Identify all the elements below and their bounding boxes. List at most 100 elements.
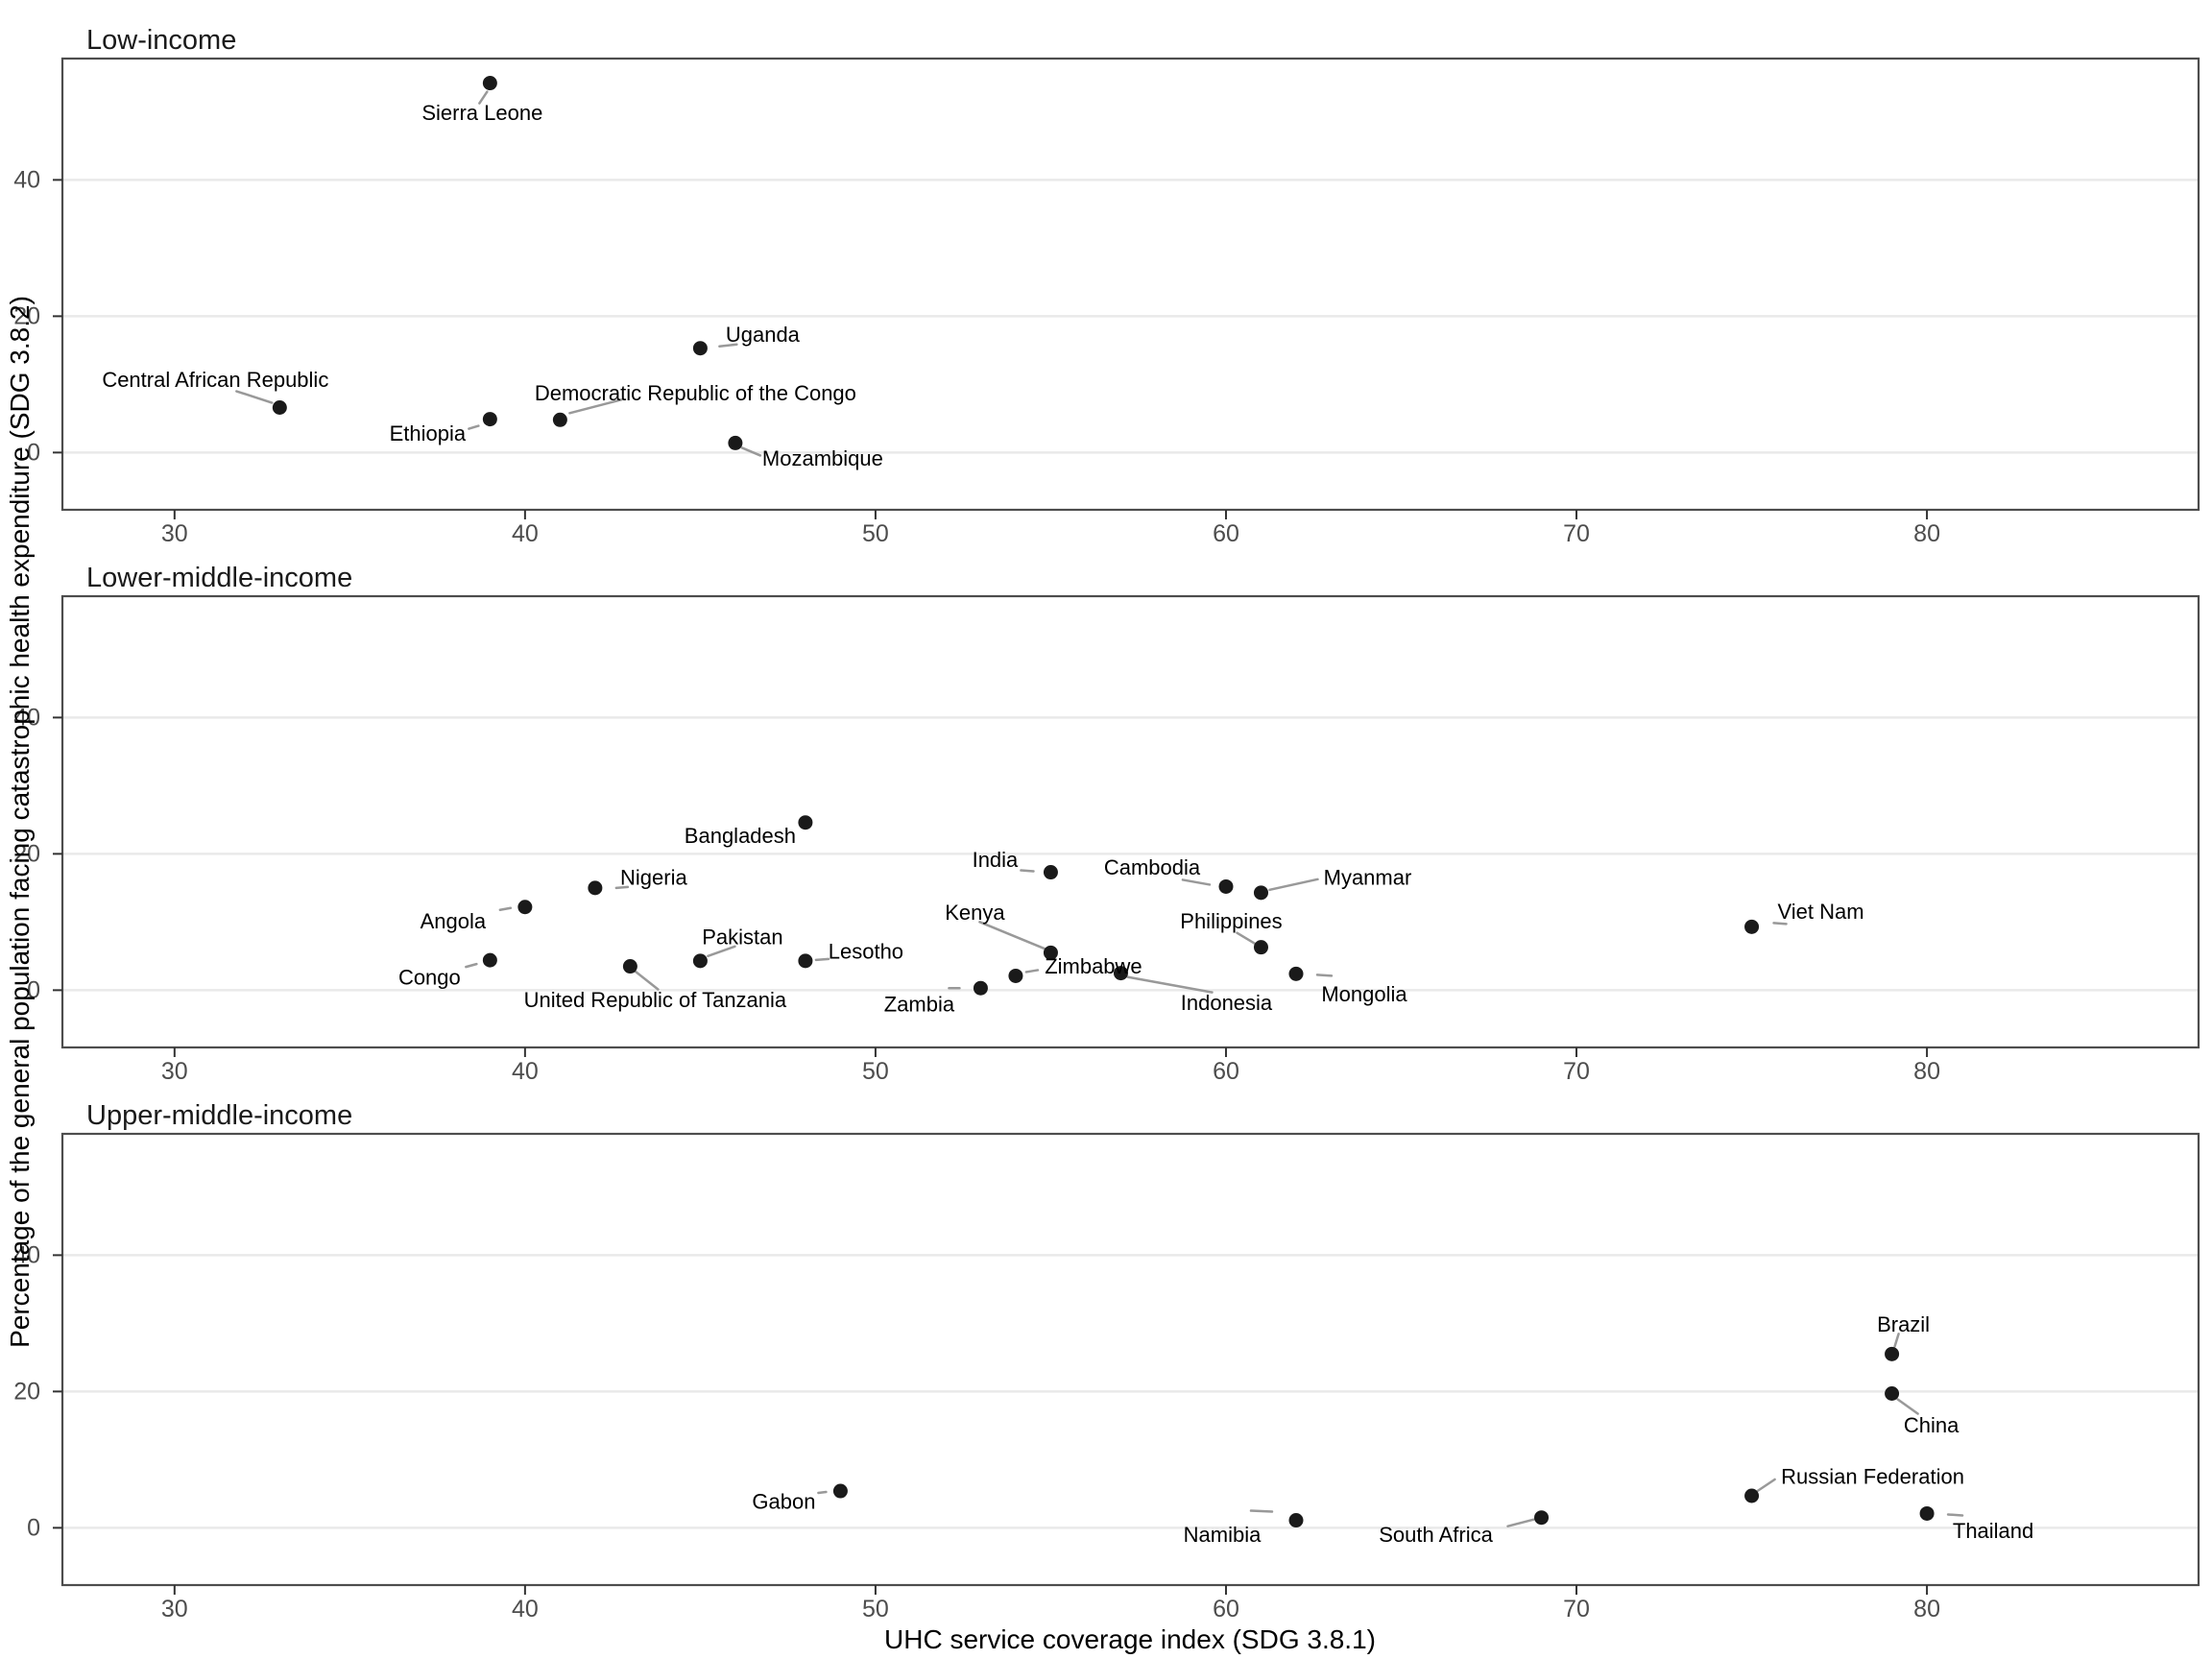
label-connector-line (468, 424, 480, 430)
y-axis-tick-label: 0 (27, 976, 40, 1003)
x-axis-tick-label: 70 (1563, 520, 1590, 547)
x-axis-tick-label: 30 (161, 520, 188, 547)
country-label: Ethiopia (390, 421, 467, 445)
label-connector-line (1506, 1518, 1535, 1527)
x-axis-tick-label: 50 (862, 1058, 889, 1085)
label-connector-line (1893, 1333, 1900, 1348)
data-point (482, 412, 497, 427)
data-point (552, 412, 567, 427)
facet-panel: Lower-middle-income 0 20 40 30 40 50 60 70 80 Bang… (13, 563, 2200, 1085)
x-axis-tick-label: 40 (512, 1596, 539, 1623)
country-label: United Republic of Tanzania (524, 988, 787, 1012)
label-connector-line (634, 970, 660, 991)
y-axis-tick-label: 40 (13, 1241, 40, 1268)
label-connector-line (1236, 931, 1258, 946)
label-connector-line (1020, 869, 1035, 873)
data-point (622, 959, 637, 974)
data-point (1744, 919, 1760, 934)
x-axis-title: UHC service coverage index (SDG 3.8.1) (884, 1624, 1376, 1654)
label-connector-line (817, 1490, 828, 1495)
label-connector-line (1181, 878, 1212, 886)
label-connector-line (235, 390, 274, 404)
data-point (588, 880, 603, 896)
data-point (517, 900, 533, 915)
data-point (692, 953, 708, 969)
panel-border (60, 1132, 2200, 1587)
data-point (1885, 1346, 1900, 1361)
label-connector-line (1126, 975, 1214, 994)
label-connector-line (814, 957, 830, 962)
label-connector-line (1756, 1478, 1776, 1493)
country-label: Kenya (945, 901, 1005, 925)
data-point (1288, 1513, 1304, 1528)
label-connector-line (498, 906, 513, 911)
country-label: Thailand (1953, 1519, 2033, 1543)
x-axis-tick-label: 70 (1563, 1058, 1590, 1085)
label-connector-line (718, 343, 738, 348)
data-point (482, 76, 497, 91)
label-connector-line (1896, 1398, 1919, 1415)
label-connector-line (1772, 922, 1788, 926)
y-axis-tick-label: 0 (27, 1514, 40, 1541)
country-label: Zambia (884, 993, 955, 1017)
country-label: Sierra Leone (421, 101, 542, 125)
data-point (482, 952, 497, 968)
x-axis-tick-label: 80 (1913, 520, 1940, 547)
x-axis-tick-label: 80 (1913, 1596, 1940, 1623)
facet-panels: Low-income 0 20 40 30 40 50 60 70 80 Sierra Leone C… (13, 25, 2200, 1623)
data-point (1744, 1488, 1760, 1503)
label-connector-line (568, 398, 623, 415)
label-connector-line (1315, 974, 1334, 977)
country-label: Philippines (1180, 909, 1282, 933)
country-label: Lesotho (829, 939, 903, 963)
data-point (1534, 1510, 1550, 1526)
x-axis-tick-label: 50 (862, 1596, 889, 1623)
y-axis-tick-label: 0 (27, 439, 40, 466)
panel-border (60, 594, 2200, 1049)
y-axis-tick-label: 20 (13, 840, 40, 867)
country-label: India (973, 848, 1019, 872)
facet-panel: Upper-middle-income 0 20 40 30 40 50 60 70 80 Gabo… (13, 1100, 2200, 1623)
country-label: Mozambique (762, 446, 883, 470)
data-point (1043, 945, 1058, 960)
country-label: Brazil (1877, 1312, 1930, 1336)
label-connector-line (1249, 1509, 1274, 1513)
label-connector-line (740, 446, 762, 457)
country-label: Indonesia (1181, 991, 1273, 1015)
x-axis-tick-label: 40 (512, 520, 539, 547)
data-point (1919, 1505, 1935, 1521)
x-axis-tick-label: 60 (1213, 1058, 1239, 1085)
y-axis-tick-label: 40 (13, 166, 40, 193)
data-point (1043, 865, 1058, 880)
panel-border (60, 57, 2200, 512)
country-label: Angola (421, 909, 487, 933)
x-axis-tick-label: 80 (1913, 1058, 1940, 1085)
data-point (973, 980, 988, 996)
data-point (272, 400, 287, 416)
data-point (728, 435, 743, 450)
label-connector-line (478, 90, 489, 105)
country-label: Myanmar (1324, 865, 1412, 889)
label-connector-line (707, 945, 736, 958)
x-axis-tick-label: 70 (1563, 1596, 1590, 1623)
data-point (1253, 940, 1268, 955)
data-point (798, 953, 813, 969)
label-connector-line (465, 962, 478, 969)
country-label: South Africa (1379, 1523, 1493, 1547)
x-axis-tick-label: 50 (862, 520, 889, 547)
country-label: Mongolia (1321, 982, 1407, 1006)
country-label: Nigeria (620, 865, 687, 889)
country-label: Pakistan (702, 925, 782, 949)
label-connector-line (614, 885, 630, 890)
x-axis-tick-label: 60 (1213, 1596, 1239, 1623)
label-connector-line (1946, 1513, 1964, 1517)
y-axis-tick-label: 20 (13, 302, 40, 329)
country-label: Gabon (752, 1490, 815, 1514)
label-connector-line (1268, 878, 1319, 892)
country-label: China (1904, 1413, 1960, 1437)
label-connector-line (978, 921, 1046, 950)
facet-title: Upper-middle-income (86, 1100, 352, 1131)
country-label: Namibia (1184, 1523, 1262, 1547)
data-point (1113, 966, 1128, 981)
